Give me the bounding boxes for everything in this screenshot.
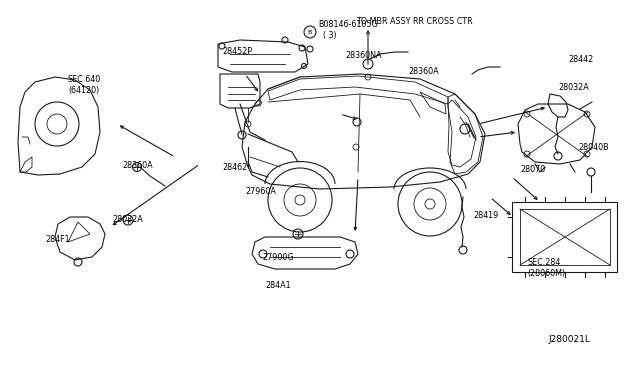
Bar xyxy=(520,209,610,265)
Text: 27960A: 27960A xyxy=(245,187,276,196)
Text: 284A1: 284A1 xyxy=(265,280,291,289)
Bar xyxy=(512,202,617,272)
Text: J280021L: J280021L xyxy=(548,336,590,344)
Text: 28032A: 28032A xyxy=(112,215,143,224)
Text: 28419: 28419 xyxy=(473,211,499,219)
Text: SEC.284
(28060M): SEC.284 (28060M) xyxy=(527,258,565,278)
Text: TO MBR ASSY RR CROSS CTR: TO MBR ASSY RR CROSS CTR xyxy=(356,17,472,26)
Text: 28360A: 28360A xyxy=(122,160,152,170)
Text: 28462: 28462 xyxy=(222,164,247,173)
Text: 28032A: 28032A xyxy=(558,83,589,93)
Text: 28070: 28070 xyxy=(520,166,545,174)
Text: 284F1: 284F1 xyxy=(45,235,70,244)
Text: 28452P: 28452P xyxy=(222,48,252,57)
Text: 27900G: 27900G xyxy=(262,253,294,263)
Text: SEC.640
(64120): SEC.640 (64120) xyxy=(68,75,101,95)
Text: 28360A: 28360A xyxy=(408,67,438,77)
Text: 28360NA: 28360NA xyxy=(345,51,381,60)
Text: 28040B: 28040B xyxy=(578,144,609,153)
Text: B: B xyxy=(308,29,312,35)
Text: 28442: 28442 xyxy=(568,55,593,64)
Text: B08146-6105G
  ( 3): B08146-6105G ( 3) xyxy=(318,20,378,40)
